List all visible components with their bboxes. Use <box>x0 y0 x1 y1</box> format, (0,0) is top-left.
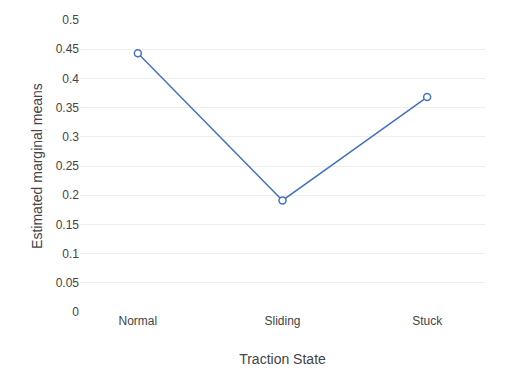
svg-text:0.5: 0.5 <box>62 13 79 27</box>
svg-text:0.3: 0.3 <box>62 130 79 144</box>
svg-text:Traction State: Traction State <box>239 351 326 367</box>
svg-text:0.15: 0.15 <box>56 218 80 232</box>
svg-text:0.05: 0.05 <box>56 276 80 290</box>
svg-text:Stuck: Stuck <box>412 314 443 328</box>
svg-text:Normal: Normal <box>119 314 158 328</box>
svg-text:0.4: 0.4 <box>62 72 79 86</box>
svg-text:Estimated marginal means: Estimated marginal means <box>29 83 45 249</box>
svg-text:0.1: 0.1 <box>62 247 79 261</box>
svg-text:0.25: 0.25 <box>56 159 80 173</box>
svg-text:0.2: 0.2 <box>62 188 79 202</box>
svg-text:Sliding: Sliding <box>264 314 300 328</box>
svg-text:0.45: 0.45 <box>56 42 80 56</box>
svg-text:0: 0 <box>72 305 79 319</box>
svg-text:0.35: 0.35 <box>56 101 80 115</box>
